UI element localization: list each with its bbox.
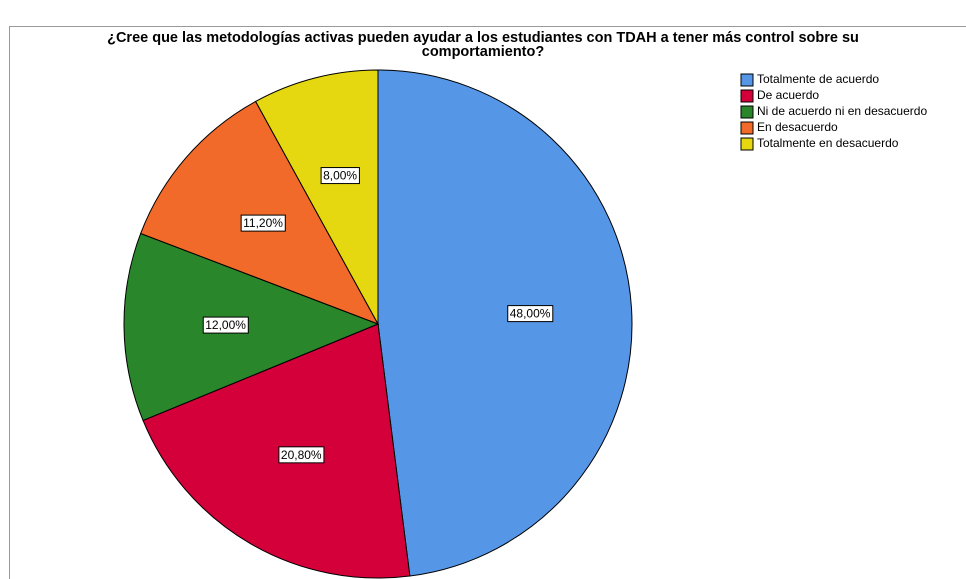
frame	[9, 26, 966, 579]
legend-label: Totalmente de acuerdo	[757, 72, 879, 86]
data-label: 8,00%	[323, 169, 357, 183]
legend-swatch	[740, 73, 754, 87]
data-label-box	[278, 446, 325, 464]
pie-slice	[142, 323, 411, 579]
pie-slice	[377, 69, 633, 577]
pie-slice	[123, 232, 380, 422]
legend-label: Ni de acuerdo ni en desacuerdo	[757, 104, 927, 118]
data-label-box	[202, 316, 249, 334]
data-label: 20,80%	[281, 448, 322, 462]
legend-label: Totalmente en desacuerdo	[757, 136, 899, 150]
pie-slice	[254, 69, 379, 325]
legend-label: De acuerdo	[757, 88, 819, 102]
data-label-box	[507, 305, 554, 323]
data-label: 11,20%	[243, 216, 283, 230]
pie-slice	[140, 100, 380, 325]
legend-swatch	[740, 89, 754, 103]
legend-label: En desacuerdo	[757, 120, 838, 134]
chart-title: ¿Cree que las metodologías activas puede…	[107, 30, 859, 60]
legend-swatch	[740, 105, 754, 119]
legend-swatch	[740, 121, 754, 135]
data-label: 12,00%	[205, 318, 246, 332]
legend-swatch	[740, 137, 754, 151]
data-label-box	[320, 167, 360, 185]
data-label: 48,00%	[510, 307, 551, 321]
data-label-box	[240, 214, 286, 232]
